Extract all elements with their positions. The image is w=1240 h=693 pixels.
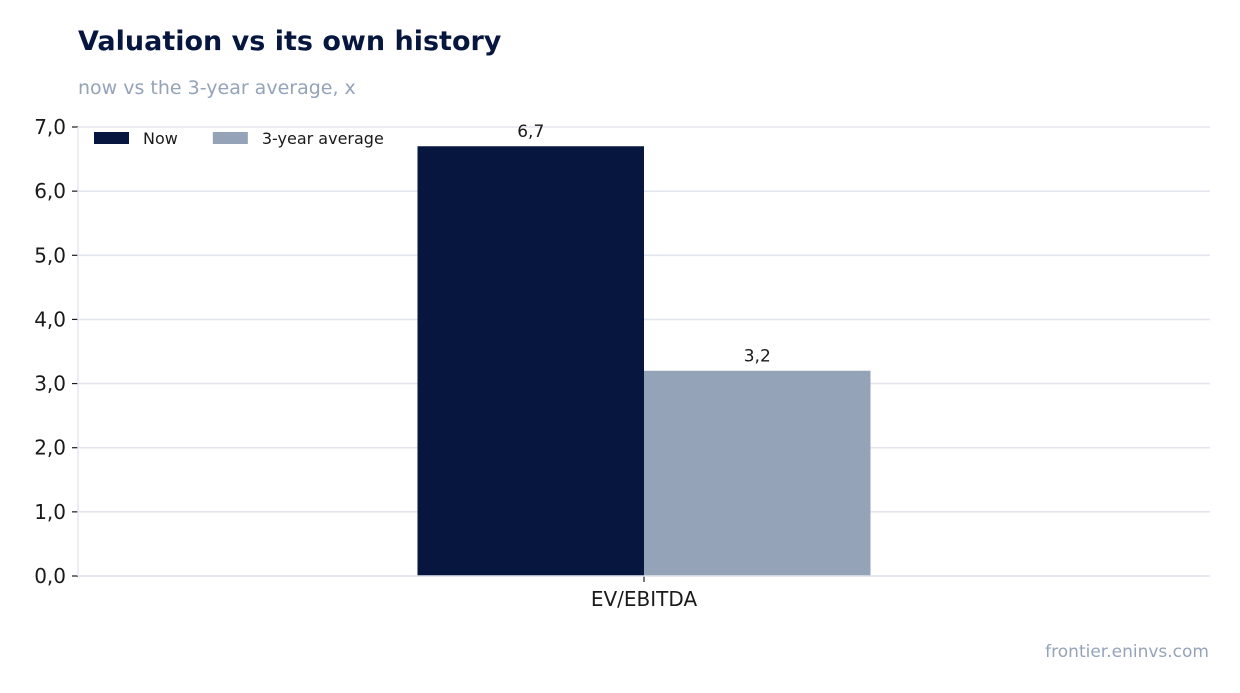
y-tick-label: 5,0 — [34, 243, 66, 267]
y-tick-label: 3,0 — [34, 372, 66, 396]
y-axis: 0,0 1,0 2,0 3,0 4,0 5,0 6,0 7,0 — [34, 115, 79, 588]
y-tick-label: 6,0 — [34, 179, 66, 203]
legend-label: Now — [143, 129, 178, 148]
bar — [644, 370, 871, 576]
x-tick-label: EV/EBITDA — [591, 587, 698, 611]
legend-swatch — [212, 132, 248, 144]
y-tick-label: 1,0 — [34, 500, 66, 524]
data-label: 6,7 — [517, 122, 544, 142]
bar — [417, 146, 644, 576]
source-footer: frontier.eninvs.com — [1045, 642, 1209, 662]
bars: 6,7 3,2 — [417, 122, 871, 576]
y-tick-label: 2,0 — [34, 436, 66, 460]
data-label: 3,2 — [744, 347, 771, 367]
legend: Now 3-year average — [94, 129, 384, 148]
y-tick-label: 4,0 — [34, 307, 66, 331]
chart-subtitle: now vs the 3-year average, x — [78, 77, 356, 99]
legend-label: 3-year average — [262, 129, 384, 148]
legend-swatch — [94, 132, 129, 144]
y-tick-label: 7,0 — [34, 115, 66, 139]
y-tick-label: 0,0 — [34, 564, 66, 588]
chart-title: Valuation vs its own history — [78, 26, 502, 57]
x-axis: EV/EBITDA — [78, 575, 1210, 611]
